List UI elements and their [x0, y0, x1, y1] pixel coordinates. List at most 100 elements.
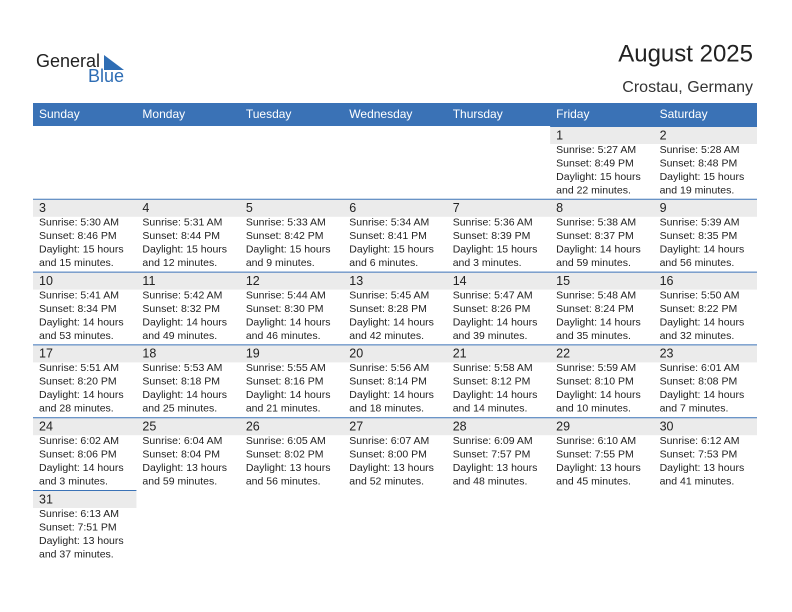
day-number: 31	[39, 492, 53, 506]
day-sunrise: Sunrise: 6:05 AM	[246, 435, 326, 447]
day-sunrise: Sunrise: 5:44 AM	[246, 289, 326, 301]
day-minutes: and 7 minutes.	[660, 403, 729, 415]
day-minutes: and 42 minutes.	[349, 330, 424, 342]
day-daylight: Daylight: 14 hours	[142, 316, 227, 328]
day-sunrise: Sunrise: 5:53 AM	[142, 362, 222, 374]
day-minutes: and 35 minutes.	[556, 330, 631, 342]
day-daylight: Daylight: 13 hours	[453, 462, 538, 474]
day-number: 30	[660, 419, 674, 433]
day-daylight: Daylight: 15 hours	[453, 244, 538, 256]
day-minutes: and 10 minutes.	[556, 403, 631, 415]
day-sunrise: Sunrise: 5:59 AM	[556, 362, 636, 374]
day-minutes: and 3 minutes.	[39, 475, 108, 487]
day-number-band	[33, 199, 757, 217]
day-minutes: and 28 minutes.	[39, 403, 114, 415]
day-sunset: Sunset: 8:20 PM	[39, 376, 117, 388]
day-daylight: Daylight: 14 hours	[556, 244, 641, 256]
day-daylight: Daylight: 14 hours	[660, 389, 745, 401]
day-minutes: and 32 minutes.	[660, 330, 735, 342]
day-sunset: Sunset: 8:34 PM	[39, 303, 117, 315]
day-number-band	[33, 491, 137, 508]
day-minutes: and 49 minutes.	[142, 330, 217, 342]
day-sunset: Sunset: 8:22 PM	[660, 303, 738, 315]
day-sunset: Sunset: 8:12 PM	[453, 376, 531, 388]
day-sunset: Sunset: 8:35 PM	[660, 230, 738, 242]
day-sunrise: Sunrise: 5:34 AM	[349, 217, 429, 229]
day-number: 2	[660, 128, 667, 142]
day-sunset: Sunset: 8:04 PM	[142, 448, 220, 460]
day-number: 28	[453, 419, 467, 433]
day-daylight: Daylight: 14 hours	[349, 389, 434, 401]
subtitle: Crostau, Germany	[622, 79, 753, 96]
day-daylight: Daylight: 14 hours	[246, 389, 331, 401]
day-minutes: and 15 minutes.	[39, 257, 114, 269]
day-sunrise: Sunrise: 5:31 AM	[142, 217, 222, 229]
day-number: 21	[453, 347, 467, 361]
day-sunrise: Sunrise: 5:51 AM	[39, 362, 119, 374]
day-sunrise: Sunrise: 5:30 AM	[39, 217, 119, 229]
day-number: 25	[142, 419, 156, 433]
day-daylight: Daylight: 13 hours	[660, 462, 745, 474]
day-sunset: Sunset: 8:44 PM	[142, 230, 220, 242]
day-number: 4	[142, 201, 149, 215]
day-sunrise: Sunrise: 6:02 AM	[39, 435, 119, 447]
day-number: 13	[349, 274, 363, 288]
day-sunset: Sunset: 8:02 PM	[246, 448, 324, 460]
day-number: 22	[556, 347, 570, 361]
day-minutes: and 12 minutes.	[142, 257, 217, 269]
day-sunset: Sunset: 7:57 PM	[453, 448, 531, 460]
day-number: 10	[39, 274, 53, 288]
day-minutes: and 53 minutes.	[39, 330, 114, 342]
day-sunrise: Sunrise: 5:56 AM	[349, 362, 429, 374]
day-number: 11	[142, 274, 155, 288]
weekday-header: Thursday	[453, 107, 503, 121]
day-sunrise: Sunrise: 6:12 AM	[660, 435, 740, 447]
day-sunrise: Sunrise: 5:27 AM	[556, 144, 636, 156]
day-sunrise: Sunrise: 6:13 AM	[39, 508, 119, 520]
day-minutes: and 52 minutes.	[349, 475, 424, 487]
day-sunset: Sunset: 8:14 PM	[349, 376, 427, 388]
day-number-band	[550, 127, 757, 144]
day-sunset: Sunset: 8:00 PM	[349, 448, 427, 460]
day-sunset: Sunset: 8:37 PM	[556, 230, 634, 242]
day-sunset: Sunset: 7:55 PM	[556, 448, 634, 460]
day-sunset: Sunset: 7:53 PM	[660, 448, 738, 460]
day-daylight: Daylight: 14 hours	[556, 389, 641, 401]
day-sunrise: Sunrise: 5:42 AM	[142, 289, 222, 301]
day-number-band	[33, 418, 757, 436]
day-number: 12	[246, 274, 260, 288]
day-sunrise: Sunrise: 5:48 AM	[556, 289, 636, 301]
day-daylight: Daylight: 14 hours	[39, 462, 124, 474]
day-number: 19	[246, 347, 260, 361]
day-daylight: Daylight: 15 hours	[660, 171, 745, 183]
day-daylight: Daylight: 13 hours	[39, 535, 124, 547]
day-daylight: Daylight: 15 hours	[349, 244, 434, 256]
day-sunrise: Sunrise: 5:47 AM	[453, 289, 533, 301]
weekday-header: Monday	[142, 107, 185, 121]
day-minutes: and 56 minutes.	[660, 257, 735, 269]
day-daylight: Daylight: 14 hours	[39, 389, 124, 401]
day-minutes: and 45 minutes.	[556, 475, 631, 487]
day-sunrise: Sunrise: 5:39 AM	[660, 217, 740, 229]
day-number: 23	[660, 347, 674, 361]
weekday-header: Sunday	[39, 107, 80, 121]
day-sunset: Sunset: 8:42 PM	[246, 230, 324, 242]
day-number: 17	[39, 347, 53, 361]
day-sunset: Sunset: 8:28 PM	[349, 303, 427, 315]
day-sunset: Sunset: 8:32 PM	[142, 303, 220, 315]
logo-icon	[104, 55, 124, 70]
day-daylight: Daylight: 13 hours	[142, 462, 227, 474]
day-number: 14	[453, 274, 467, 288]
header-bar	[33, 103, 757, 126]
day-sunset: Sunset: 8:08 PM	[660, 376, 738, 388]
day-daylight: Daylight: 14 hours	[349, 316, 434, 328]
day-minutes: and 46 minutes.	[246, 330, 321, 342]
day-daylight: Daylight: 13 hours	[246, 462, 331, 474]
day-number: 9	[660, 201, 667, 215]
day-sunrise: Sunrise: 5:58 AM	[453, 362, 533, 374]
day-sunrise: Sunrise: 6:10 AM	[556, 435, 636, 447]
day-number: 20	[349, 347, 363, 361]
weekday-header: Wednesday	[349, 107, 412, 121]
day-daylight: Daylight: 15 hours	[246, 244, 331, 256]
